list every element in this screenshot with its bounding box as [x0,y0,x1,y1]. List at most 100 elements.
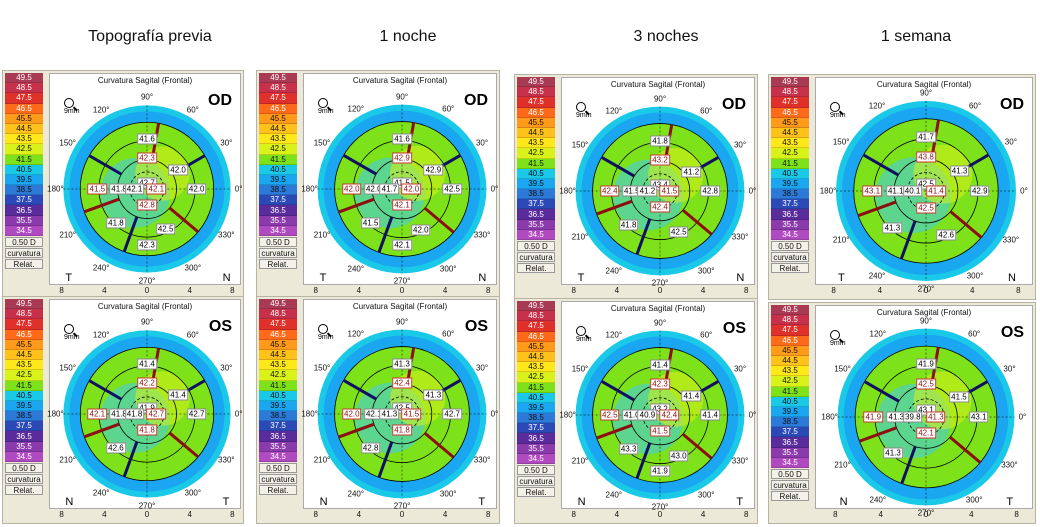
degree-label: 330° [1001,460,1018,470]
mm-axis: 8 4 0 4 8 [304,286,496,296]
zoom-control[interactable]: 9mm [318,98,334,115]
zoom-control[interactable]: 9mm [64,98,80,115]
legend-step[interactable]: 0.50 D [771,469,809,479]
zoom-label: 9mm [318,334,334,341]
color-scale-legend: 49.5 48.5 47.5 46.5 45.5 44.5 43.5 42.5 41.5 40.5… [5,73,43,297]
curvature-value: 41.4 [681,390,702,402]
orientation-letter-left: T [65,272,73,284]
legend-cell: 48.5 [5,83,43,94]
eye-label: OD [464,92,488,109]
curvature-map[interactable]: Curvatura Sagital (Frontal) OD 9mm 90° 60° 30… [301,73,499,295]
curvature-map[interactable]: Curvatura Sagital (Frontal) OD 9mm 90° 60° 30… [47,73,242,295]
curvature-value: 42.0 [342,408,362,420]
meridian-mark [857,200,897,218]
curvature-value: 42.3 [137,239,157,251]
degree-label: 150° [571,364,589,374]
degree-label: 240° [605,490,623,500]
legend-type-label: curvatura [259,474,297,484]
legend-cell: 43.5 [5,360,43,371]
zoom-control[interactable]: 9mm [576,326,592,343]
degree-label: 0° [490,184,499,194]
legend-step[interactable]: 0.50 D [5,463,43,473]
zoom-label: 9mm [64,334,80,341]
legend-cell: 43.5 [259,134,297,145]
legend-step[interactable]: 0.50 D [771,241,809,251]
curvature-map[interactable]: Curvatura Sagital (Frontal) OD 9mm 90° 60° 30… [815,77,1033,295]
degree-label: 180° [47,184,64,194]
degree-label: 150° [59,138,76,148]
axis-tick: 8 [571,510,576,519]
curvature-map[interactable]: Curvatura Sagital (Frontal) OS 9mm 90° 60° 30… [47,299,243,519]
degree-label: 240° [868,271,886,281]
legend-cell: 48.5 [517,87,555,98]
curvature-value: 42.1 [124,183,145,195]
curvature-value: 39.8 [903,411,923,423]
legend-step[interactable]: 0.50 D [259,237,297,247]
curvature-value: 42.8 [137,199,157,211]
zoom-control[interactable]: 9mm [830,102,846,119]
curvature-map[interactable]: Curvatura Sagital (Frontal) OD 9mm 90° 60° 30… [559,77,756,295]
legend-step[interactable]: 0.50 D [517,241,555,251]
legend-cell: 35.5 [517,219,555,230]
legend-cell: 43.5 [517,138,555,149]
curvature-value: 41.8 [650,135,670,147]
degree-label: 120° [347,104,365,114]
legend-cell: 48.5 [259,309,297,320]
meridian-mark [596,199,633,216]
legend-step[interactable]: 0.50 D [259,463,297,473]
legend-cell: 41.5 [5,154,43,165]
axis-tick: 8 [744,286,749,295]
curvature-value: 42.4 [600,185,620,197]
zoom-control[interactable]: 9mm [64,324,80,341]
curvature-value: 42.5 [916,378,936,390]
zoom-control[interactable]: 9mm [318,324,334,341]
legend-cell: 35.5 [517,443,555,454]
zoom-control[interactable]: 9mm [830,330,846,347]
degree-label: 30° [1004,137,1017,147]
curvature-map[interactable]: Curvatura Sagital (Frontal) OS 9mm 90° 60° 30… [815,305,1033,519]
legend-step[interactable]: 0.50 D [5,237,43,247]
legend-cell: 34.5 [517,229,555,240]
legend-cell: 37.5 [517,199,555,210]
curvature-value: 42.5 [442,183,462,195]
degree-label: 270° [393,276,411,286]
legend-cell: 36.5 [771,437,809,448]
legend-cell: 41.5 [517,158,555,169]
legend-cell: 35.5 [259,441,297,452]
curvature-map[interactable]: Curvatura Sagital (Frontal) OS 9mm 90° 60° 30… [301,299,498,519]
curvature-value: 42.0 [401,183,422,195]
curvature-value: 42.0 [168,164,188,176]
degree-label: 0° [234,409,243,419]
curvature-value: 42.5 [916,202,936,214]
legend-cell: 34.5 [517,453,555,464]
mm-axis: 8 4 0 4 8 [562,286,754,296]
legend-step[interactable]: 0.50 D [517,465,555,475]
meridian-mark [949,435,982,464]
legend-cell: 38.5 [517,413,555,424]
zoom-control[interactable]: 9mm [576,102,592,119]
map-title: Curvatura Sagital (Frontal) [610,80,706,89]
legend-cell: 48.5 [771,87,809,98]
curvature-value: 41.5 [949,391,969,403]
orientation-letter-right: T [736,496,744,508]
degree-label: 270° [917,508,935,518]
legend-cell: 38.5 [517,189,555,200]
curvature-value: 42.7 [146,408,167,420]
degree-label: 150° [59,363,76,373]
curvature-map[interactable]: Curvatura Sagital (Frontal) OS 9mm 90° 60° 30… [559,301,756,519]
degree-label: 270° [917,284,935,294]
curvature-value: 41.5 [650,425,670,437]
legend-cell: 46.5 [5,329,43,340]
degree-label: 270° [138,276,156,286]
legend-cell: 43.5 [517,362,555,373]
legend-cell: 36.5 [517,209,555,220]
legend-cell: 41.5 [771,386,809,397]
legend-cell: 49.5 [771,305,809,316]
zoom-label: 9mm [64,108,80,115]
degree-label: 330° [473,230,491,240]
curvature-value: 41.9 [650,465,670,477]
curvature-value: 41.4 [700,409,720,421]
degree-label: 0° [1020,186,1028,196]
degree-label: 30° [733,364,747,374]
meridian-mark [596,423,633,440]
